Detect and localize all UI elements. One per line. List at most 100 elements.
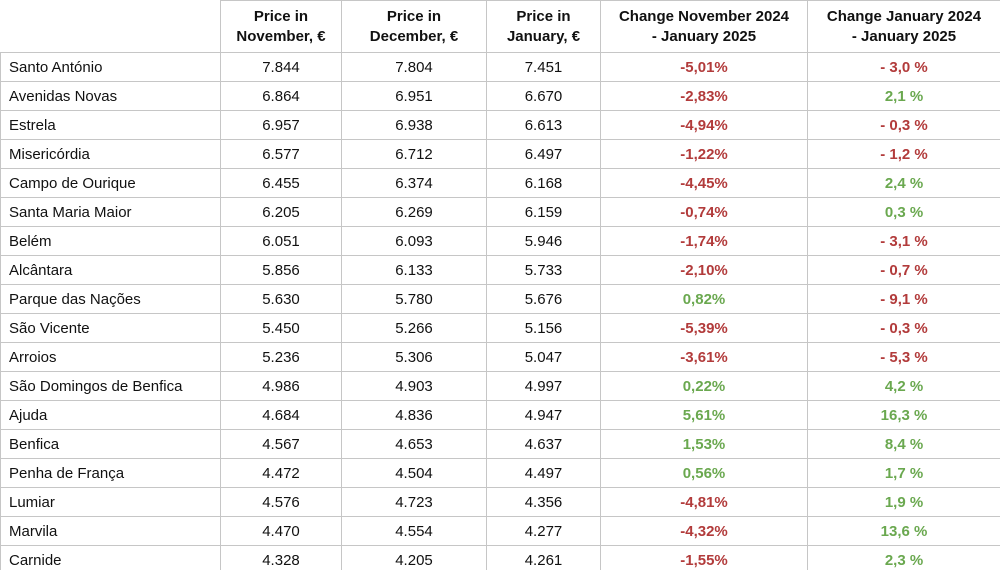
header-district bbox=[0, 0, 221, 53]
price-january: 4.356 bbox=[486, 487, 601, 517]
change-nov-jan: -1,55% bbox=[600, 545, 808, 570]
price-november: 4.470 bbox=[220, 516, 342, 546]
price-january: 5.047 bbox=[486, 342, 601, 372]
header-line: Price in bbox=[253, 7, 309, 25]
change-jan-jan: - 1,2 % bbox=[807, 139, 1000, 169]
district-name: São Vicente bbox=[0, 313, 221, 343]
change-jan-jan: 8,4 % bbox=[807, 429, 1000, 459]
change-nov-jan: -2,10% bbox=[600, 255, 808, 285]
price-november: 4.684 bbox=[220, 400, 342, 430]
table-row: Penha de França 4.472 4.504 4.497 0,56% … bbox=[0, 458, 1000, 488]
price-december: 6.938 bbox=[341, 110, 487, 140]
price-november: 6.051 bbox=[220, 226, 342, 256]
price-january: 5.156 bbox=[486, 313, 601, 343]
table-header: Price in November, € Price in December, … bbox=[0, 0, 1000, 53]
change-nov-jan: 0,56% bbox=[600, 458, 808, 488]
district-name: Misericórdia bbox=[0, 139, 221, 169]
table-row: Benfica 4.567 4.653 4.637 1,53% 8,4 % bbox=[0, 429, 1000, 459]
header-line: Change November 2024 bbox=[618, 7, 790, 25]
change-nov-jan: -2,83% bbox=[600, 81, 808, 111]
change-jan-jan: - 0,7 % bbox=[807, 255, 1000, 285]
change-jan-jan: 0,3 % bbox=[807, 197, 1000, 227]
table-row: Alcântara 5.856 6.133 5.733 -2,10% - 0,7… bbox=[0, 255, 1000, 285]
change-nov-jan: 1,53% bbox=[600, 429, 808, 459]
district-name: Campo de Ourique bbox=[0, 168, 221, 198]
change-jan-jan: 1,9 % bbox=[807, 487, 1000, 517]
change-jan-jan: - 3,1 % bbox=[807, 226, 1000, 256]
district-name: Carnide bbox=[0, 545, 221, 570]
table-row: Santo António 7.844 7.804 7.451 -5,01% -… bbox=[0, 52, 1000, 82]
change-nov-jan: -4,45% bbox=[600, 168, 808, 198]
change-jan-jan: 2,4 % bbox=[807, 168, 1000, 198]
change-nov-jan: -5,01% bbox=[600, 52, 808, 82]
price-november: 4.576 bbox=[220, 487, 342, 517]
price-november: 5.450 bbox=[220, 313, 342, 343]
price-december: 6.374 bbox=[341, 168, 487, 198]
change-jan-jan: 4,2 % bbox=[807, 371, 1000, 401]
price-november: 5.630 bbox=[220, 284, 342, 314]
district-name: Marvila bbox=[0, 516, 221, 546]
price-december: 4.653 bbox=[341, 429, 487, 459]
change-nov-jan: -3,61% bbox=[600, 342, 808, 372]
change-jan-jan: - 0,3 % bbox=[807, 110, 1000, 140]
header-change-nov-jan: Change November 2024 - January 2025 bbox=[600, 0, 808, 53]
price-november: 6.577 bbox=[220, 139, 342, 169]
change-jan-jan: 16,3 % bbox=[807, 400, 1000, 430]
header-price-november: Price in November, € bbox=[220, 0, 342, 53]
price-january: 5.733 bbox=[486, 255, 601, 285]
change-jan-jan: - 9,1 % bbox=[807, 284, 1000, 314]
change-jan-jan: - 3,0 % bbox=[807, 52, 1000, 82]
change-nov-jan: -4,32% bbox=[600, 516, 808, 546]
change-jan-jan: - 5,3 % bbox=[807, 342, 1000, 372]
price-november: 4.328 bbox=[220, 545, 342, 570]
change-jan-jan: - 0,3 % bbox=[807, 313, 1000, 343]
table-body: Santo António 7.844 7.804 7.451 -5,01% -… bbox=[0, 52, 1000, 570]
change-jan-jan: 2,3 % bbox=[807, 545, 1000, 570]
price-january: 4.497 bbox=[486, 458, 601, 488]
table-row: Estrela 6.957 6.938 6.613 -4,94% - 0,3 % bbox=[0, 110, 1000, 140]
price-january: 4.947 bbox=[486, 400, 601, 430]
change-jan-jan: 2,1 % bbox=[807, 81, 1000, 111]
district-name: Santo António bbox=[0, 52, 221, 82]
price-november: 7.844 bbox=[220, 52, 342, 82]
header-line: - January 2025 bbox=[651, 27, 757, 45]
district-name: Avenidas Novas bbox=[0, 81, 221, 111]
table-row: Campo de Ourique 6.455 6.374 6.168 -4,45… bbox=[0, 168, 1000, 198]
price-december: 6.093 bbox=[341, 226, 487, 256]
table-row: Arroios 5.236 5.306 5.047 -3,61% - 5,3 % bbox=[0, 342, 1000, 372]
price-december: 4.723 bbox=[341, 487, 487, 517]
table-row: Misericórdia 6.577 6.712 6.497 -1,22% - … bbox=[0, 139, 1000, 169]
table-row: São Domingos de Benfica 4.986 4.903 4.99… bbox=[0, 371, 1000, 401]
price-december: 4.554 bbox=[341, 516, 487, 546]
header-line: December, € bbox=[369, 27, 459, 45]
change-nov-jan: -4,94% bbox=[600, 110, 808, 140]
header-price-december: Price in December, € bbox=[341, 0, 487, 53]
price-december: 6.269 bbox=[341, 197, 487, 227]
table-row: Parque das Nações 5.630 5.780 5.676 0,82… bbox=[0, 284, 1000, 314]
price-january: 6.670 bbox=[486, 81, 601, 111]
price-november: 5.236 bbox=[220, 342, 342, 372]
change-nov-jan: 5,61% bbox=[600, 400, 808, 430]
price-january: 6.613 bbox=[486, 110, 601, 140]
header-line: January, € bbox=[506, 27, 581, 45]
price-december: 4.205 bbox=[341, 545, 487, 570]
change-jan-jan: 13,6 % bbox=[807, 516, 1000, 546]
change-nov-jan: -1,74% bbox=[600, 226, 808, 256]
district-name: Alcântara bbox=[0, 255, 221, 285]
header-line: Price in bbox=[386, 7, 442, 25]
price-january: 5.946 bbox=[486, 226, 601, 256]
price-november: 4.986 bbox=[220, 371, 342, 401]
price-november: 6.455 bbox=[220, 168, 342, 198]
price-january: 4.637 bbox=[486, 429, 601, 459]
table-row: Ajuda 4.684 4.836 4.947 5,61% 16,3 % bbox=[0, 400, 1000, 430]
price-december: 4.504 bbox=[341, 458, 487, 488]
table-row: Carnide 4.328 4.205 4.261 -1,55% 2,3 % bbox=[0, 545, 1000, 570]
district-name: Estrela bbox=[0, 110, 221, 140]
change-nov-jan: -4,81% bbox=[600, 487, 808, 517]
district-name: Benfica bbox=[0, 429, 221, 459]
price-december: 6.951 bbox=[341, 81, 487, 111]
table-row: São Vicente 5.450 5.266 5.156 -5,39% - 0… bbox=[0, 313, 1000, 343]
price-december: 7.804 bbox=[341, 52, 487, 82]
price-december: 5.266 bbox=[341, 313, 487, 343]
